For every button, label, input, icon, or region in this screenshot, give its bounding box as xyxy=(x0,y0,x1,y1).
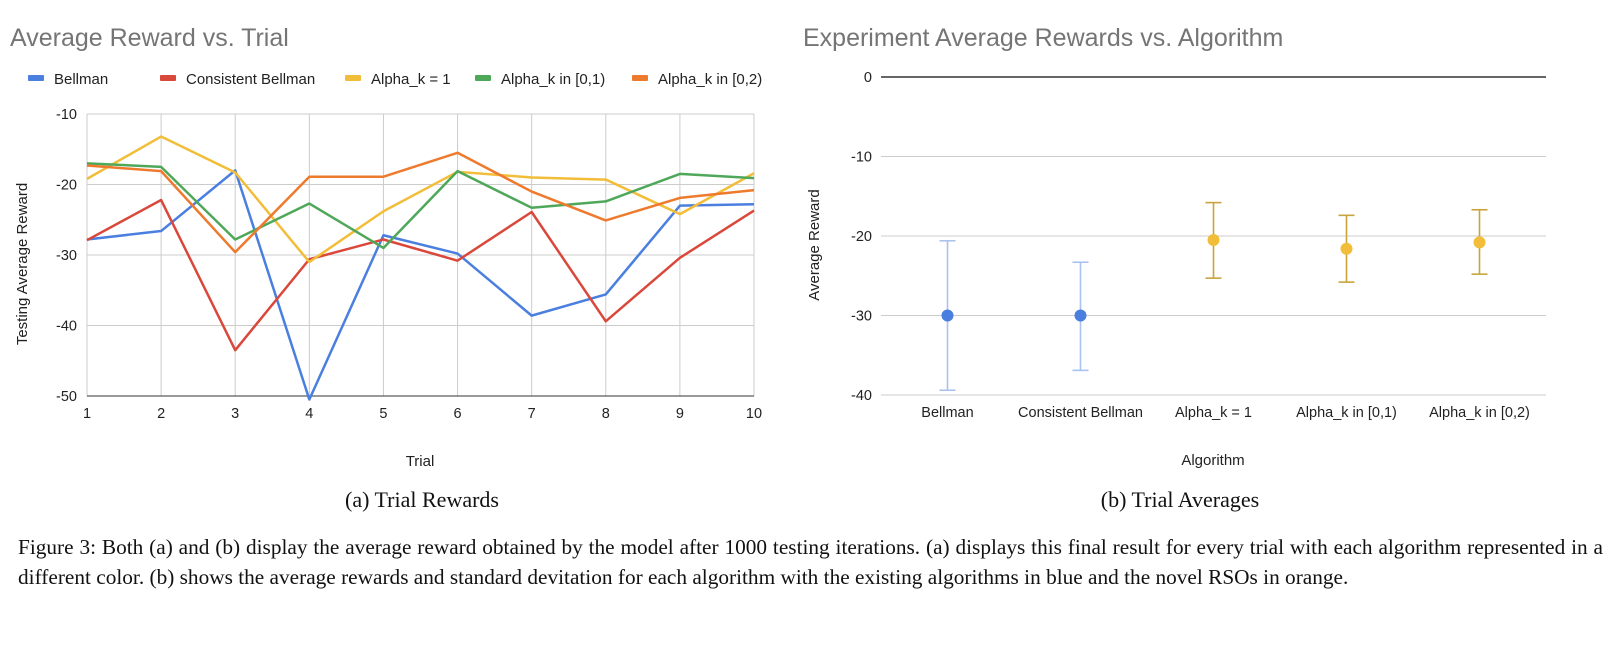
chart-a-legend-label: Bellman xyxy=(54,71,108,88)
chart-a-series-line xyxy=(86,135,755,264)
chart-a-x-tick-label: 6 xyxy=(454,406,462,422)
chart-b-x-axis-title: Algorithm xyxy=(1181,452,1244,469)
chart-b-title: Experiment Average Rewards vs. Algorithm xyxy=(803,24,1283,52)
chart-b-mean-point xyxy=(1340,242,1353,255)
chart-b-y-axis-title: Average Reward xyxy=(806,189,823,300)
chart-a-x-tick-label: 5 xyxy=(379,406,387,422)
chart-b-x-tick-label: Consistent Bellman xyxy=(1018,405,1143,421)
chart-a-subcaption: (a) Trial Rewards xyxy=(345,487,499,512)
chart-b-y-tick-label: 0 xyxy=(864,70,872,86)
chart-a-legend-swatch xyxy=(160,75,176,81)
chart-a-legend-swatch xyxy=(632,75,648,81)
chart-b-x-tick-label: Alpha_k = 1 xyxy=(1175,405,1252,421)
chart-a-legend-label: Consistent Bellman xyxy=(186,71,315,88)
chart-b-mean-point xyxy=(1473,236,1486,249)
chart-a-legend-swatch xyxy=(28,75,44,81)
chart-a-title: Average Reward vs. Trial xyxy=(10,24,289,52)
chart-a-series-line xyxy=(86,198,755,352)
chart-b-mean-point xyxy=(941,309,954,322)
chart-a-y-tick-label: -30 xyxy=(56,248,77,264)
chart-b-x-tick-label: Alpha_k in [0,1) xyxy=(1296,405,1397,421)
chart-a-y-tick-label: -20 xyxy=(56,178,77,194)
chart-a-legend: Bellman Consistent Bellman Alpha_k = 1 Alph… xyxy=(28,71,762,88)
chart-a-x-ticks: 1 2 3 4 5 6 7 8 9 10 xyxy=(83,406,762,422)
chart-a-series-line xyxy=(86,151,755,254)
chart-b-mean-point xyxy=(1074,309,1087,322)
chart-b-points xyxy=(939,201,1488,392)
figure-caption: Figure 3: Both (a) and (b) display the a… xyxy=(18,535,1603,589)
chart-b-y-tick-label: -40 xyxy=(851,388,872,404)
chart-a-x-tick-label: 3 xyxy=(231,406,239,422)
chart-a-y-tick-label: -40 xyxy=(56,319,77,335)
chart-a-legend-swatch xyxy=(475,75,491,81)
chart-a-x-tick-label: 4 xyxy=(305,406,313,422)
chart-b-y-ticks: 0 -10 -20 -30 -40 xyxy=(851,70,872,404)
errorbar-chart-algorithm-averages: Experiment Average Rewards vs. Algorithm… xyxy=(803,24,1546,512)
chart-b-x-tick-label: Alpha_k in [0,2) xyxy=(1429,405,1530,421)
chart-b-subcaption: (b) Trial Averages xyxy=(1101,487,1259,512)
chart-a-x-axis-title: Trial xyxy=(406,453,435,470)
chart-a-x-tick-label: 9 xyxy=(676,406,684,422)
chart-b-y-tick-label: -20 xyxy=(851,229,872,245)
chart-a-x-tick-label: 1 xyxy=(83,406,91,422)
line-chart-trial-rewards: Average Reward vs. Trial Bellman Consiste… xyxy=(10,24,762,512)
chart-b-mean-point xyxy=(1207,233,1220,246)
chart-b-y-tick-label: -30 xyxy=(851,309,872,325)
chart-a-y-tick-label: -50 xyxy=(56,389,77,405)
chart-b-y-tick-label: -10 xyxy=(851,150,872,166)
chart-a-x-tick-label: 10 xyxy=(746,406,762,422)
chart-a-x-tick-label: 2 xyxy=(157,406,165,422)
chart-a-y-tick-label: -10 xyxy=(56,107,77,123)
chart-a-series-line xyxy=(86,169,755,401)
chart-a-x-tick-label: 8 xyxy=(602,406,610,422)
chart-a-y-ticks: -10 -20 -30 -40 -50 xyxy=(56,107,77,405)
chart-a-series-line xyxy=(86,162,755,250)
chart-a-legend-swatch xyxy=(345,75,361,81)
chart-a-legend-label: Alpha_k = 1 xyxy=(371,71,451,88)
chart-a-x-tick-label: 7 xyxy=(528,406,536,422)
chart-b-x-ticks: Bellman Consistent Bellman Alpha_k = 1 Alph… xyxy=(921,405,1530,421)
chart-b-x-tick-label: Bellman xyxy=(921,405,973,421)
chart-a-series-lines xyxy=(86,135,755,401)
chart-a-legend-label: Alpha_k in [0,2) xyxy=(658,71,762,88)
chart-a-y-axis-title: Testing Average Reward xyxy=(14,183,31,345)
chart-a-legend-label: Alpha_k in [0,1) xyxy=(501,71,605,88)
